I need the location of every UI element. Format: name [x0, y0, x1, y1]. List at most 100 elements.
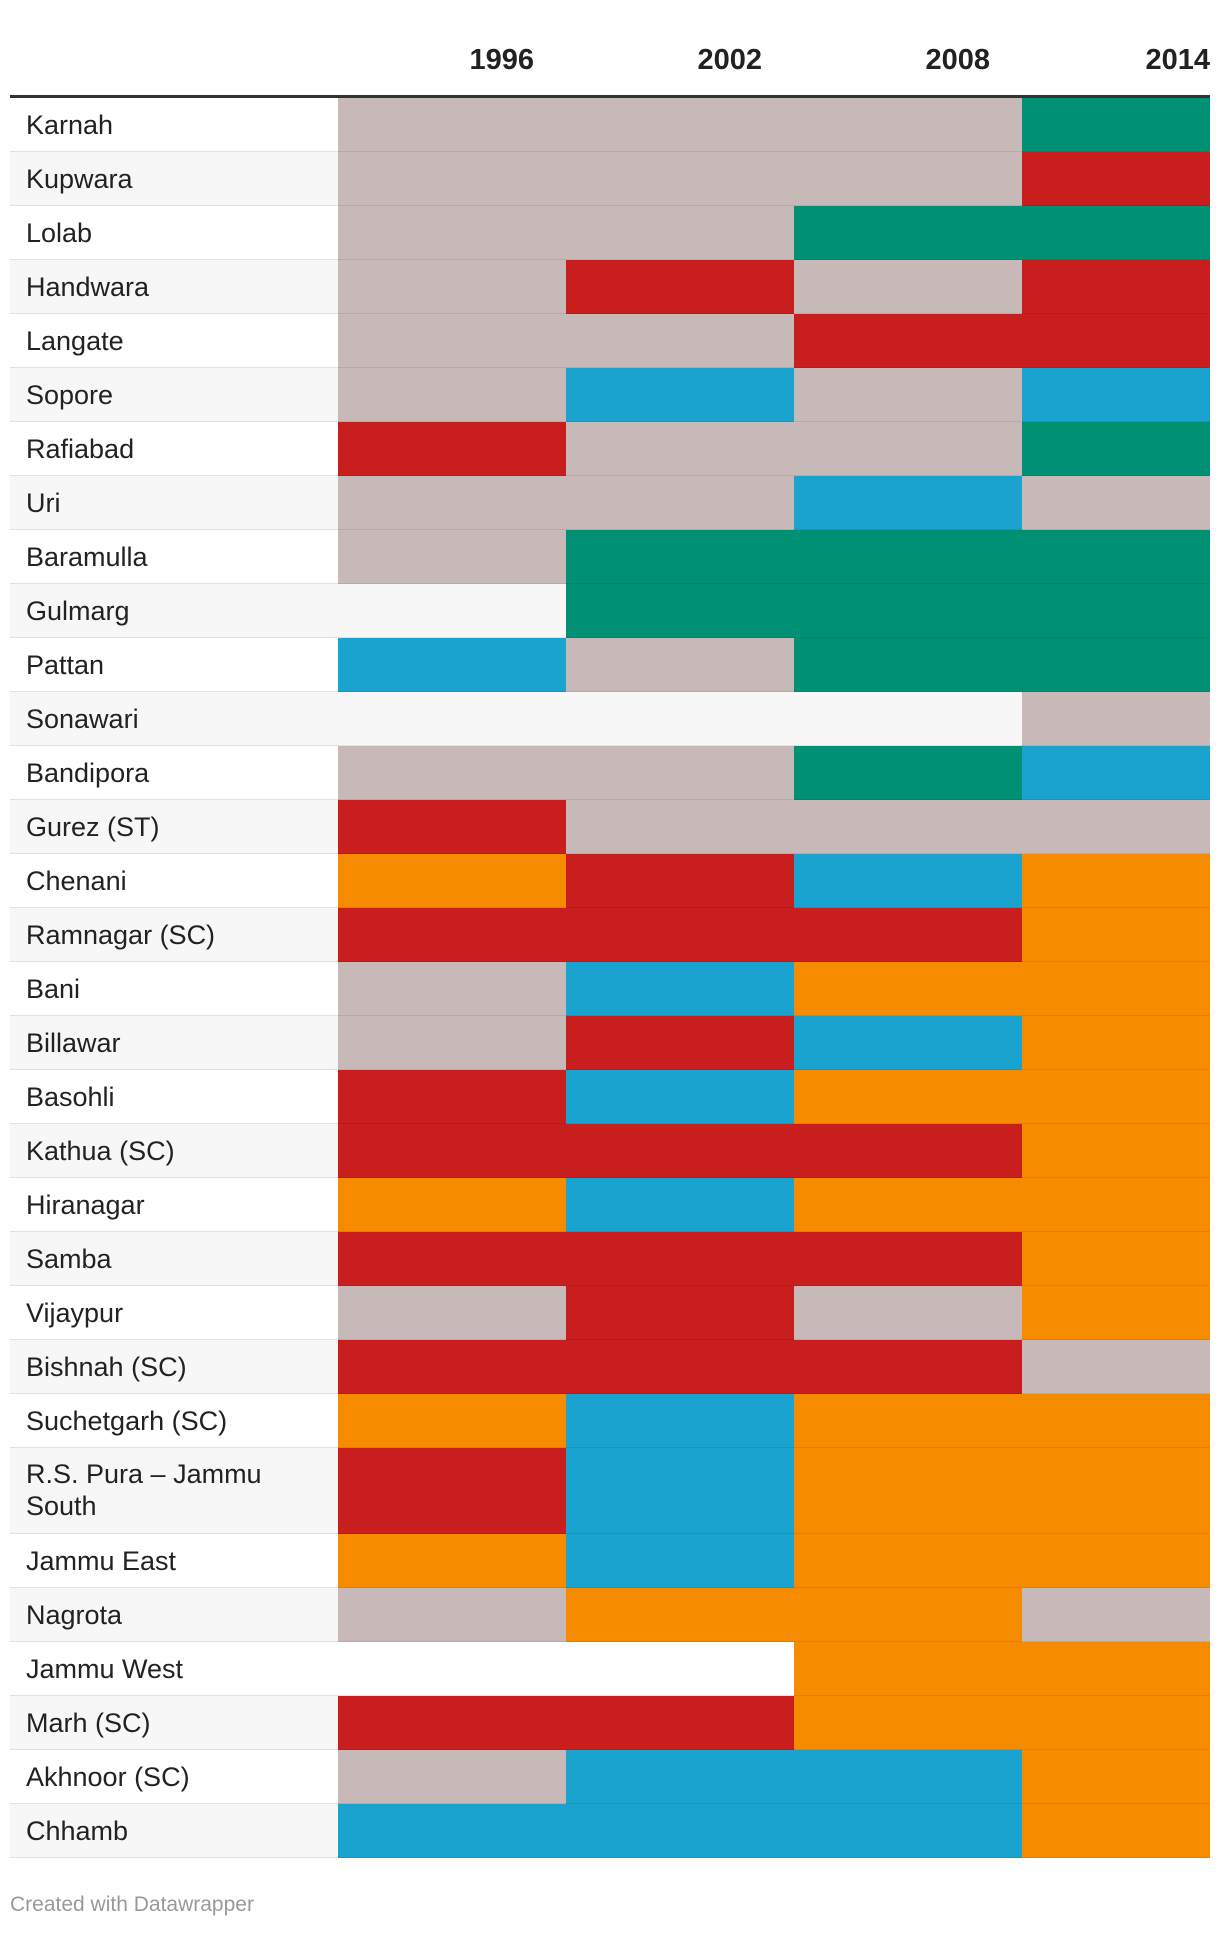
- heatmap-cell-2014: [1022, 1232, 1210, 1286]
- cell-divider: [1022, 1177, 1210, 1178]
- heatmap-cell-1996: [338, 854, 566, 908]
- heatmap-cell-2008: [794, 1588, 1022, 1642]
- heatmap-cell-1996: [338, 1804, 566, 1858]
- heatmap-cell-2002: [566, 1804, 794, 1858]
- heatmap-cell-2008: [794, 1394, 1022, 1448]
- cell-divider: [794, 313, 1022, 314]
- cell-divider: [794, 691, 1022, 692]
- heatmap-cell-2002: [566, 1588, 794, 1642]
- cell-divider: [1022, 745, 1210, 746]
- cell-divider: [1022, 1285, 1210, 1286]
- heatmap-cell-2014: [1022, 1070, 1210, 1124]
- cell-divider: [566, 961, 794, 962]
- heatmap-cell-2002: [566, 530, 794, 584]
- heatmap-cell-2014: [1022, 854, 1210, 908]
- heatmap-cell-2002: [566, 638, 794, 692]
- cell-divider: [794, 151, 1022, 152]
- cell-divider: [566, 1339, 794, 1340]
- column-header-1996: 1996: [469, 44, 534, 76]
- heatmap-cell-1996: [338, 1232, 566, 1286]
- row-label: Vijaypur: [26, 1298, 124, 1328]
- heatmap-cell-2014: [1022, 98, 1210, 152]
- cell-divider: [1022, 1749, 1210, 1750]
- cell-divider: [794, 1857, 1022, 1858]
- heatmap-cell-2008: [794, 368, 1022, 422]
- cell-divider: [338, 1339, 566, 1340]
- heatmap-cell-2008: [794, 1642, 1022, 1696]
- table-header: 1996 2002 2008 2014: [10, 0, 1210, 98]
- heatmap-cell-2002: [566, 476, 794, 530]
- table-row: Lolab: [10, 206, 1210, 260]
- heatmap-cell-1996: [338, 422, 566, 476]
- cell-divider: [1022, 1695, 1210, 1696]
- heatmap-cell-2014: [1022, 584, 1210, 638]
- cell-divider: [338, 853, 566, 854]
- column-header-2014: 2014: [1145, 44, 1210, 76]
- heatmap-cell-2002: [566, 746, 794, 800]
- cell-divider: [794, 637, 1022, 638]
- heatmap-cell-1996: [338, 98, 566, 152]
- cell-divider: [794, 1339, 1022, 1340]
- cell-divider: [566, 1641, 794, 1642]
- cell-divider: [1022, 421, 1210, 422]
- heatmap-cell-2014: [1022, 800, 1210, 854]
- heatmap-cell-2008: [794, 422, 1022, 476]
- heatmap-cell-1996: [338, 152, 566, 206]
- table-row: Chenani: [10, 854, 1210, 908]
- heatmap-cell-2014: [1022, 530, 1210, 584]
- heatmap-cell-2002: [566, 962, 794, 1016]
- heatmap-cell-1996: [338, 1696, 566, 1750]
- row-label: Billawar: [26, 1028, 121, 1058]
- heatmap-cell-1996: [338, 1340, 566, 1394]
- heatmap-cell-1996: [338, 476, 566, 530]
- heatmap-cell-2008: [794, 1070, 1022, 1124]
- table-row: Suchetgarh (SC): [10, 1394, 1210, 1448]
- cell-divider: [566, 1069, 794, 1070]
- cell-divider: [566, 151, 794, 152]
- cell-divider: [794, 1749, 1022, 1750]
- cell-divider: [1022, 1533, 1210, 1534]
- table-row: Langate: [10, 314, 1210, 368]
- heatmap-cell-2002: [566, 1286, 794, 1340]
- table-row: Baramulla: [10, 530, 1210, 584]
- table-row: Samba: [10, 1232, 1210, 1286]
- cell-divider: [338, 205, 566, 206]
- heatmap-cell-2002: [566, 1394, 794, 1448]
- heatmap-cell-1996: [338, 368, 566, 422]
- cell-divider: [566, 313, 794, 314]
- cell-divider: [1022, 259, 1210, 260]
- row-label: Samba: [26, 1244, 112, 1274]
- heatmap-cell-2008: [794, 1750, 1022, 1804]
- row-label: Nagrota: [26, 1600, 123, 1630]
- cell-divider: [1022, 1231, 1210, 1232]
- heatmap-cell-2014: [1022, 1394, 1210, 1448]
- heatmap-cell-2002: [566, 152, 794, 206]
- heatmap-cell-2014: [1022, 962, 1210, 1016]
- heatmap-cell-2014: [1022, 1642, 1210, 1696]
- cell-divider: [566, 367, 794, 368]
- cell-divider: [794, 1641, 1022, 1642]
- cell-divider: [1022, 853, 1210, 854]
- heatmap-cell-1996: [338, 1750, 566, 1804]
- table-row: Vijaypur: [10, 1286, 1210, 1340]
- cell-divider: [566, 421, 794, 422]
- row-divider: [10, 1695, 1210, 1696]
- datawrapper-credit[interactable]: Created with Datawrapper: [10, 1893, 254, 1916]
- cell-divider: [794, 1015, 1022, 1016]
- heatmap-cell-1996: [338, 962, 566, 1016]
- heatmap-cell-2002: [566, 1232, 794, 1286]
- cell-divider: [338, 475, 566, 476]
- heatmap-cell-2014: [1022, 206, 1210, 260]
- heatmap-cell-1996: [338, 638, 566, 692]
- row-label: Pattan: [26, 650, 105, 680]
- table-row: Gurez (ST): [10, 800, 1210, 854]
- cell-divider: [566, 1393, 794, 1394]
- table-row: Marh (SC): [10, 1696, 1210, 1750]
- election-heatmap-table: 1996 2002 2008 2014 Karnah Kupwara Lolab Handw…: [10, 0, 1210, 1858]
- row-divider: [10, 745, 1210, 746]
- heatmap-cell-2008: [794, 206, 1022, 260]
- table-row: Hiranagar: [10, 1178, 1210, 1232]
- heatmap-cell-2002: [566, 1448, 794, 1534]
- cell-divider: [566, 205, 794, 206]
- heatmap-cell-1996: [338, 314, 566, 368]
